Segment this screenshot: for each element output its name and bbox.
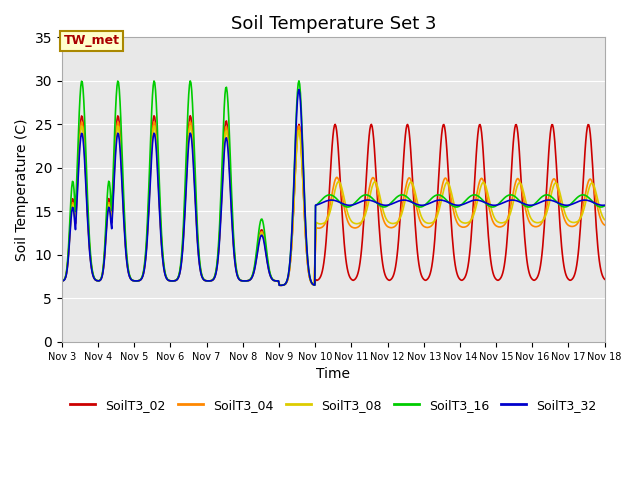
SoilT3_16 [207, 277, 215, 283]
SoilT3_08 [58, 278, 66, 284]
Legend: SoilT3_02, SoilT3_04, SoilT3_08, SoilT3_16, SoilT3_32: SoilT3_02, SoilT3_04, SoilT3_08, SoilT3_… [65, 394, 602, 417]
SoilT3_16 [295, 78, 303, 84]
SoilT3_08 [601, 217, 609, 223]
Line: SoilT3_08: SoilT3_08 [62, 126, 605, 285]
SoilT3_08 [208, 277, 216, 283]
SoilT3_16 [277, 282, 285, 288]
SoilT3_16 [124, 261, 131, 266]
Y-axis label: Soil Temperature (C): Soil Temperature (C) [15, 119, 29, 261]
SoilT3_32 [601, 202, 609, 208]
SoilT3_02 [401, 142, 408, 147]
SoilT3_04 [208, 277, 216, 283]
SoilT3_16 [401, 192, 408, 198]
SoilT3_02 [417, 269, 424, 275]
SoilT3_02 [124, 264, 131, 269]
SoilT3_04 [401, 190, 408, 196]
SoilT3_32 [295, 87, 303, 93]
SoilT3_08 [277, 282, 285, 288]
Title: Soil Temperature Set 3: Soil Temperature Set 3 [230, 15, 436, 33]
Text: TW_met: TW_met [64, 34, 120, 48]
SoilT3_08 [186, 123, 194, 129]
SoilT3_04 [186, 119, 194, 124]
SoilT3_02 [179, 243, 186, 249]
SoilT3_32 [207, 278, 215, 284]
SoilT3_08 [417, 211, 424, 217]
Line: SoilT3_04: SoilT3_04 [62, 121, 605, 285]
SoilT3_04 [124, 264, 131, 269]
SoilT3_32 [417, 203, 424, 208]
SoilT3_16 [68, 184, 76, 190]
SoilT3_08 [68, 206, 76, 212]
SoilT3_16 [179, 236, 186, 242]
SoilT3_02 [186, 113, 194, 119]
SoilT3_04 [277, 282, 285, 288]
SoilT3_04 [58, 278, 66, 284]
Line: SoilT3_32: SoilT3_32 [62, 90, 605, 285]
SoilT3_16 [417, 204, 424, 210]
SoilT3_32 [401, 197, 408, 203]
X-axis label: Time: Time [316, 367, 350, 381]
Line: SoilT3_02: SoilT3_02 [62, 116, 605, 285]
SoilT3_08 [401, 200, 408, 206]
SoilT3_16 [58, 278, 66, 284]
SoilT3_32 [179, 247, 186, 253]
Line: SoilT3_16: SoilT3_16 [62, 81, 605, 285]
SoilT3_04 [601, 222, 609, 228]
SoilT3_02 [277, 282, 285, 288]
SoilT3_04 [417, 219, 424, 225]
SoilT3_32 [277, 282, 285, 288]
SoilT3_02 [601, 276, 609, 282]
SoilT3_04 [179, 244, 186, 250]
SoilT3_32 [68, 209, 76, 215]
SoilT3_08 [179, 244, 186, 250]
SoilT3_02 [58, 278, 66, 284]
SoilT3_32 [124, 265, 131, 271]
SoilT3_02 [68, 201, 76, 206]
SoilT3_16 [601, 203, 609, 209]
SoilT3_08 [124, 264, 131, 270]
SoilT3_02 [208, 277, 216, 283]
SoilT3_32 [58, 278, 66, 284]
SoilT3_04 [68, 204, 76, 210]
